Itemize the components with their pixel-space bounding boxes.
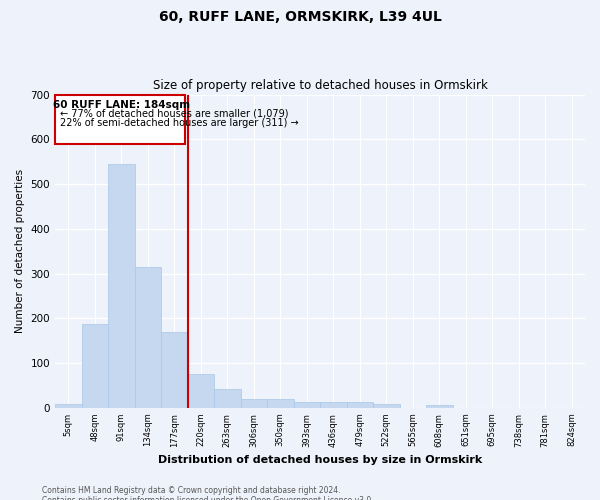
Y-axis label: Number of detached properties: Number of detached properties xyxy=(15,169,25,333)
Bar xyxy=(373,404,400,408)
Bar xyxy=(347,402,373,408)
Text: ← 77% of detached houses are smaller (1,079): ← 77% of detached houses are smaller (1,… xyxy=(61,109,289,119)
Bar xyxy=(426,405,452,408)
Bar xyxy=(134,267,161,408)
Bar xyxy=(320,402,347,408)
Bar xyxy=(188,374,214,408)
Bar xyxy=(214,389,241,408)
Bar xyxy=(241,399,267,408)
Bar xyxy=(267,399,293,408)
FancyBboxPatch shape xyxy=(55,94,185,144)
Bar xyxy=(82,324,108,408)
Text: 60 RUFF LANE: 184sqm: 60 RUFF LANE: 184sqm xyxy=(53,100,190,110)
Bar xyxy=(108,164,134,408)
X-axis label: Distribution of detached houses by size in Ormskirk: Distribution of detached houses by size … xyxy=(158,455,482,465)
Text: 60, RUFF LANE, ORMSKIRK, L39 4UL: 60, RUFF LANE, ORMSKIRK, L39 4UL xyxy=(158,10,442,24)
Title: Size of property relative to detached houses in Ormskirk: Size of property relative to detached ho… xyxy=(152,79,487,92)
Text: Contains HM Land Registry data © Crown copyright and database right 2024.: Contains HM Land Registry data © Crown c… xyxy=(42,486,341,495)
Bar xyxy=(55,404,82,408)
Text: Contains public sector information licensed under the Open Government Licence v3: Contains public sector information licen… xyxy=(42,496,374,500)
Text: 22% of semi-detached houses are larger (311) →: 22% of semi-detached houses are larger (… xyxy=(61,118,299,128)
Bar xyxy=(293,402,320,408)
Bar xyxy=(161,332,188,408)
